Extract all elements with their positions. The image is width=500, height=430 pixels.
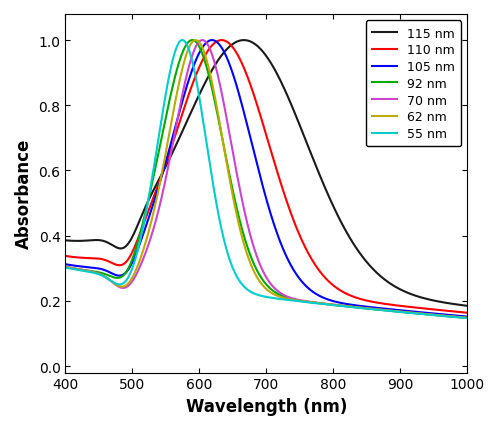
115 nm <box>62 238 68 243</box>
110 nm <box>234 52 240 57</box>
Line: 70 nm: 70 nm <box>66 41 468 318</box>
Line: 55 nm: 55 nm <box>66 41 468 318</box>
62 nm <box>192 38 198 43</box>
92 nm <box>414 311 420 316</box>
70 nm <box>234 173 240 178</box>
70 nm <box>414 311 420 316</box>
55 nm <box>456 315 462 320</box>
105 nm <box>414 310 420 315</box>
55 nm <box>234 275 240 280</box>
55 nm <box>132 258 138 263</box>
62 nm <box>414 311 420 316</box>
55 nm <box>216 218 222 224</box>
Line: 92 nm: 92 nm <box>66 41 468 318</box>
115 nm <box>108 243 114 248</box>
115 nm <box>132 229 138 234</box>
55 nm <box>108 279 114 284</box>
105 nm <box>464 314 470 319</box>
110 nm <box>62 254 68 259</box>
110 nm <box>414 305 420 310</box>
55 nm <box>464 316 470 321</box>
105 nm <box>234 86 240 91</box>
Line: 62 nm: 62 nm <box>66 41 468 318</box>
Y-axis label: Absorbance: Absorbance <box>15 139 33 249</box>
62 nm <box>108 279 114 284</box>
92 nm <box>464 316 470 321</box>
62 nm <box>234 215 240 220</box>
55 nm <box>62 265 68 270</box>
70 nm <box>216 82 222 87</box>
92 nm <box>189 38 195 43</box>
92 nm <box>216 123 222 129</box>
Line: 115 nm: 115 nm <box>66 41 468 306</box>
110 nm <box>132 244 138 249</box>
Legend: 115 nm, 110 nm, 105 nm, 92 nm, 70 nm, 62 nm, 55 nm: 115 nm, 110 nm, 105 nm, 92 nm, 70 nm, 62… <box>366 21 461 147</box>
115 nm <box>456 303 462 308</box>
115 nm <box>241 38 247 43</box>
62 nm <box>464 316 470 321</box>
115 nm <box>234 40 240 45</box>
70 nm <box>200 38 205 43</box>
55 nm <box>414 311 420 316</box>
105 nm <box>132 254 138 259</box>
110 nm <box>216 39 222 44</box>
62 nm <box>456 315 462 320</box>
92 nm <box>234 208 240 213</box>
62 nm <box>132 270 138 275</box>
92 nm <box>62 265 68 270</box>
115 nm <box>464 304 470 309</box>
105 nm <box>108 271 114 276</box>
62 nm <box>62 265 68 270</box>
92 nm <box>456 315 462 320</box>
Line: 105 nm: 105 nm <box>66 41 468 317</box>
Line: 110 nm: 110 nm <box>66 41 468 313</box>
105 nm <box>216 43 222 49</box>
105 nm <box>209 38 215 43</box>
70 nm <box>464 315 470 320</box>
55 nm <box>180 38 186 43</box>
115 nm <box>216 56 222 61</box>
110 nm <box>456 310 462 315</box>
92 nm <box>108 274 114 280</box>
110 nm <box>218 38 224 43</box>
70 nm <box>108 279 114 284</box>
70 nm <box>62 264 68 270</box>
92 nm <box>132 249 138 254</box>
70 nm <box>132 274 138 280</box>
X-axis label: Wavelength (nm): Wavelength (nm) <box>186 397 347 415</box>
110 nm <box>108 261 114 266</box>
105 nm <box>62 262 68 267</box>
110 nm <box>464 310 470 316</box>
70 nm <box>456 315 462 320</box>
105 nm <box>456 313 462 319</box>
62 nm <box>216 121 222 126</box>
115 nm <box>414 294 420 299</box>
